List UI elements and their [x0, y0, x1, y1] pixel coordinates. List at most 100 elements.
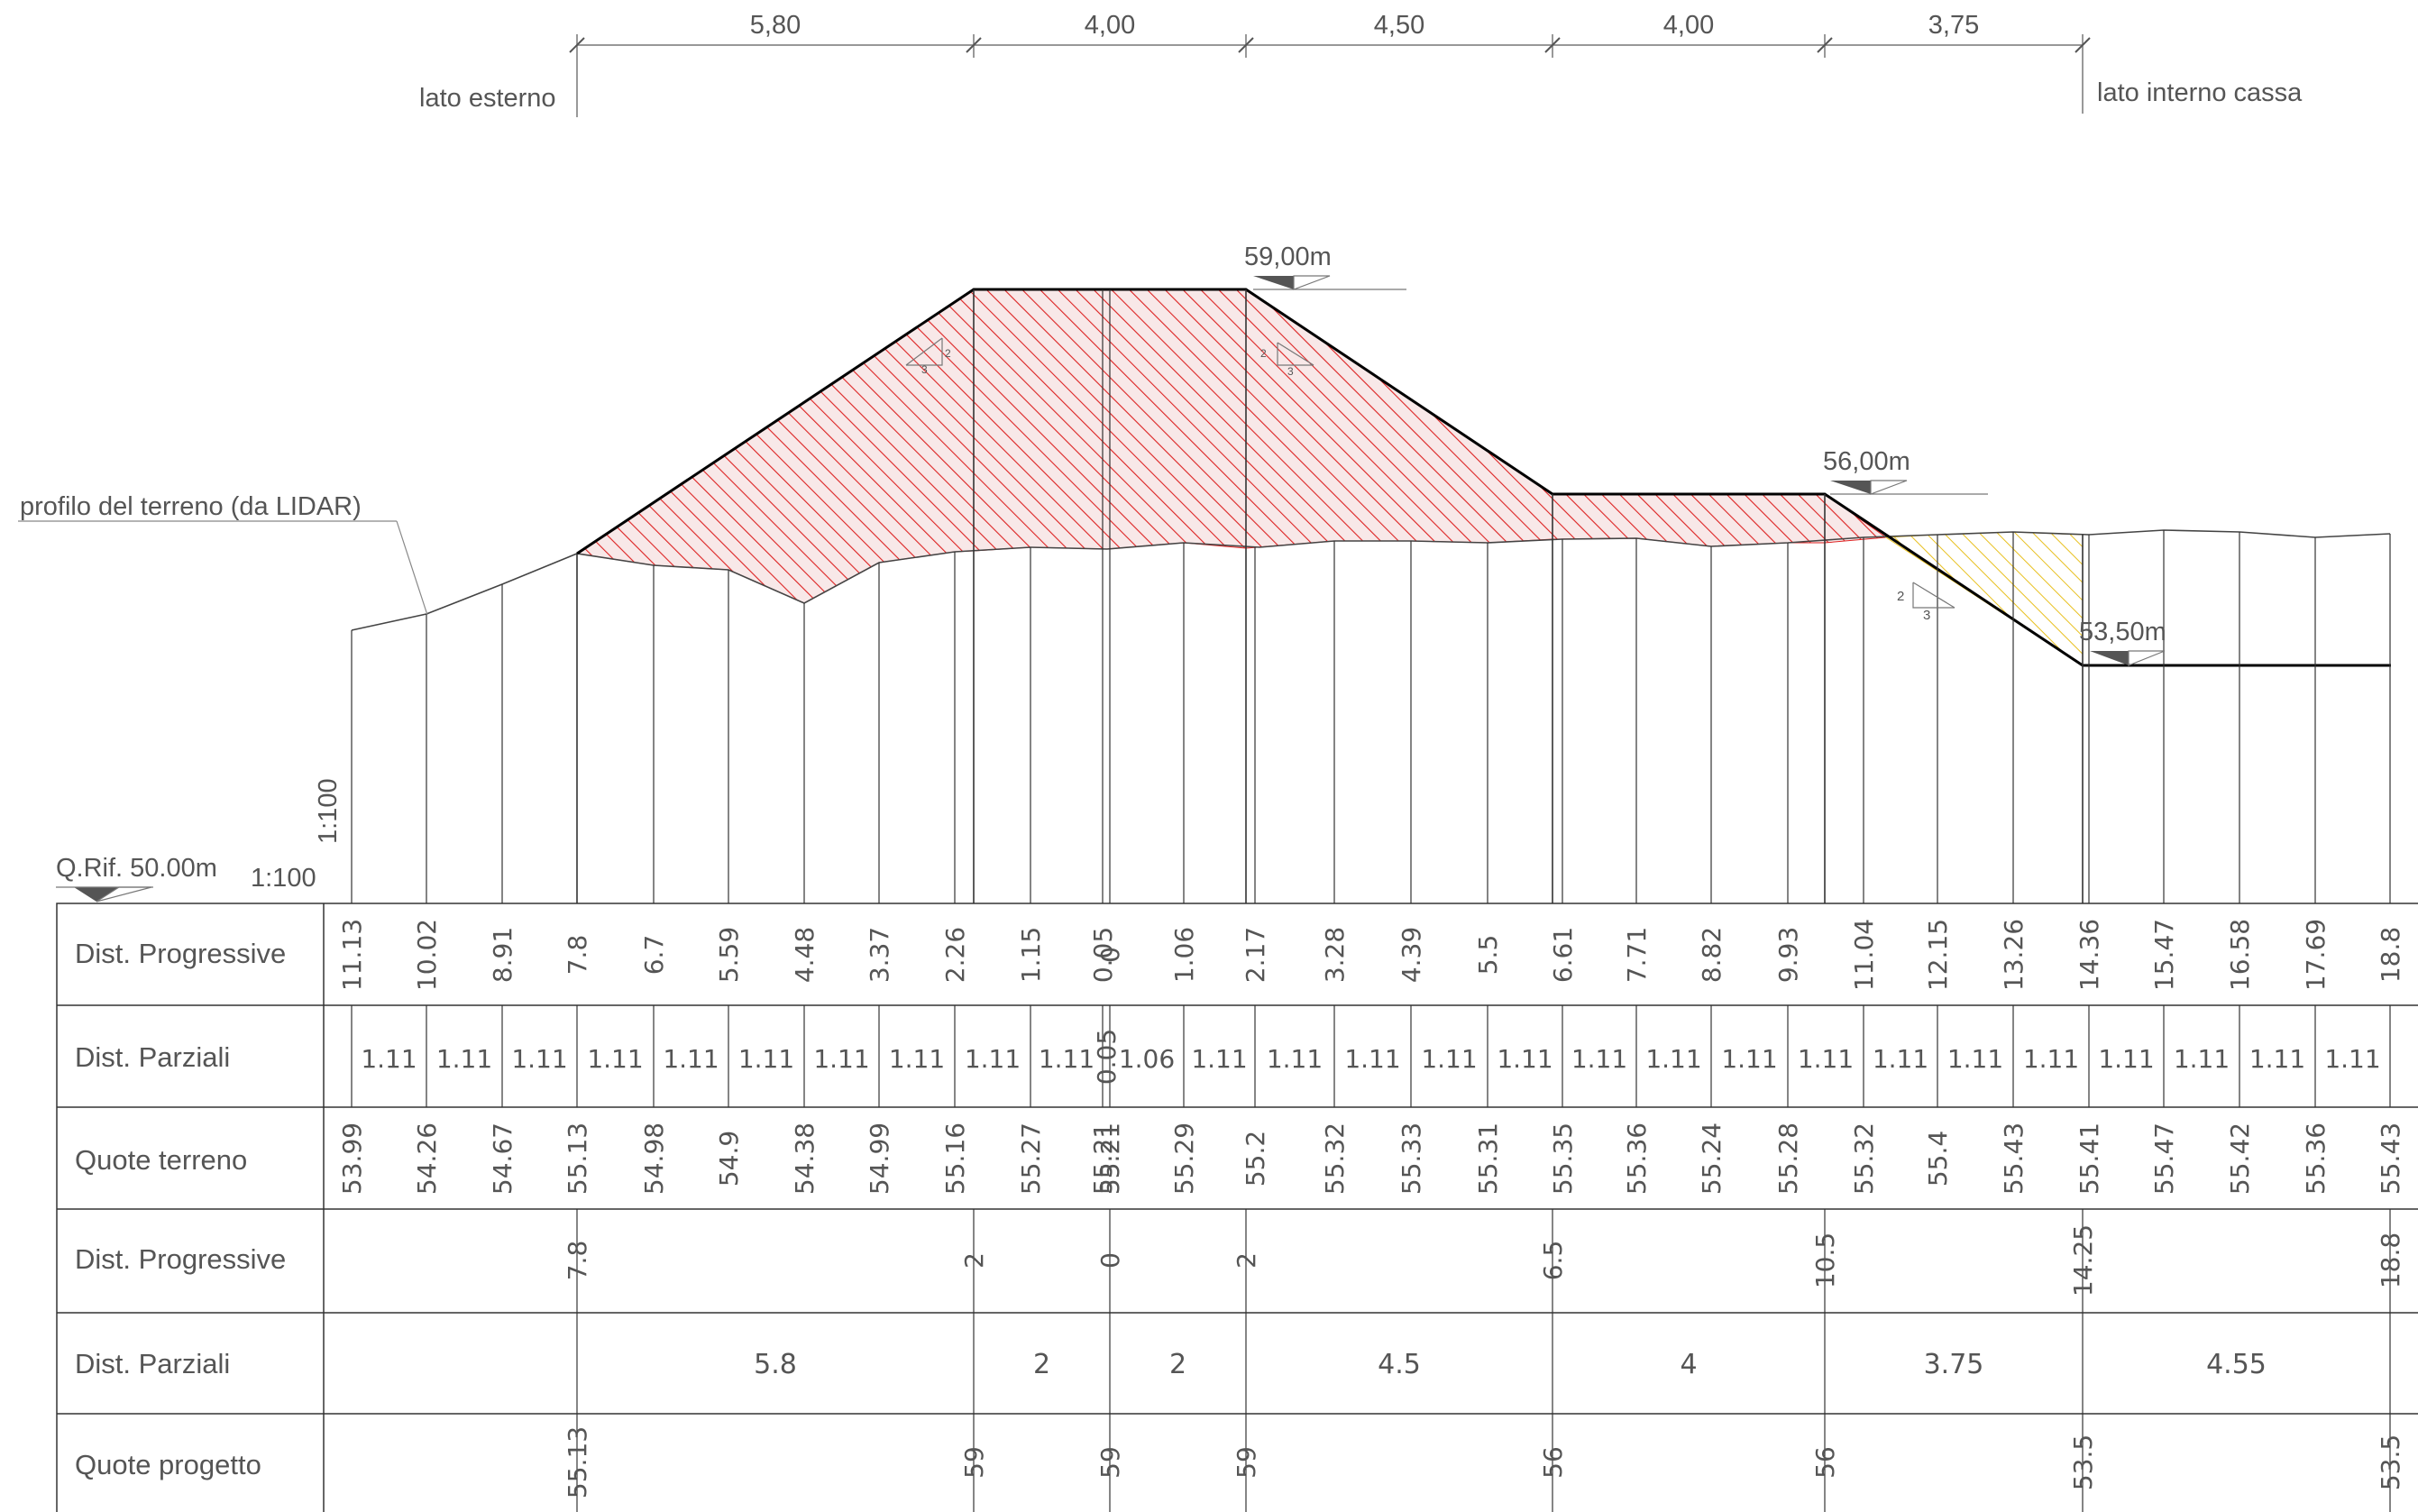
- terrain-level-value: 55.32: [1320, 1123, 1350, 1195]
- terrain-level-value: 55.42: [2225, 1123, 2255, 1195]
- terrain-partial-value: 1.11: [738, 1044, 794, 1074]
- crest-level-label: 59,00m: [1244, 243, 1332, 271]
- terrain-partial-value: 1.11: [2098, 1044, 2154, 1074]
- project-progressive-value: 10.5: [1810, 1233, 1840, 1288]
- terrain-partial-value: 1.11: [361, 1044, 417, 1074]
- slope-label: 3: [1923, 608, 1930, 623]
- terrain-partial-value: 1.11: [1421, 1044, 1477, 1074]
- terrain-progressive-value: 5.59: [714, 927, 744, 983]
- project-level-value: 56: [1810, 1446, 1840, 1479]
- terrain-partial-value: 1.11: [2174, 1044, 2230, 1074]
- terrain-partial-value: 1.11: [1873, 1044, 1928, 1074]
- terrain-progressive-value: 15.47: [2149, 919, 2179, 991]
- project-progressive-value: 14.25: [2068, 1224, 2098, 1297]
- terrain-partial-value: 1.11: [436, 1044, 492, 1074]
- terrain-partial-value: 1.11: [1798, 1044, 1854, 1074]
- terrain-level-value: 54.99: [865, 1123, 894, 1195]
- terrain-level-value: 54.67: [488, 1123, 517, 1195]
- terrain-progressive-value: 0.05: [1088, 927, 1118, 983]
- terrain-progressive-value: 11.13: [337, 919, 367, 991]
- dimension-label: 3,75: [1928, 11, 1979, 40]
- slope-indicator: [905, 337, 1955, 609]
- dimension-label: 4,00: [1085, 11, 1135, 40]
- terrain-partial-value: 1.11: [1645, 1044, 1701, 1074]
- slope-label: 2: [1897, 589, 1904, 604]
- terrain-progressive-value: 1.06: [1169, 927, 1199, 983]
- terrain-level-value: 55.21: [1095, 1123, 1125, 1195]
- terrain-progressive-value: 11.04: [1849, 919, 1879, 991]
- project-partial-value: 2: [1169, 1349, 1186, 1380]
- terrain-level-value: 54.98: [639, 1123, 669, 1195]
- terrain-level-value: 55.36: [2301, 1123, 2331, 1195]
- terrain-level-value: 55.43: [2376, 1123, 2405, 1195]
- terrain-level-value: 55.2: [1241, 1131, 1270, 1187]
- embankment-fill-area: [575, 289, 1888, 604]
- terrain-partial-value: 1.11: [1039, 1044, 1095, 1074]
- terrain-level-value: 55.43: [1999, 1123, 2029, 1195]
- terrain-partial-value: 1.11: [1947, 1044, 2003, 1074]
- terrain-level-value: 54.26: [412, 1123, 442, 1195]
- project-distance-ticks: [576, 1209, 2391, 1512]
- project-level-value: 59: [1232, 1446, 1261, 1479]
- terrain-level-value: 55.16: [940, 1123, 970, 1195]
- dimension-label: 4,50: [1374, 11, 1424, 40]
- terrain-progressive-value: 2.17: [1241, 927, 1270, 983]
- slope-label: 2: [945, 347, 951, 360]
- project-level-value: 55.13: [563, 1426, 592, 1498]
- row-label-project-partial: Dist. Parziali: [75, 1348, 230, 1379]
- terrain-partial-value: 1.11: [1721, 1044, 1777, 1074]
- terrain-progressive-value: 3.28: [1320, 927, 1350, 983]
- project-partial-value: 2: [1033, 1349, 1050, 1380]
- terrain-progressive-value: 18.8: [2376, 927, 2405, 983]
- terrain-level-value: 55.35: [1548, 1123, 1578, 1195]
- terrain-level-value: 55.47: [2149, 1123, 2179, 1195]
- terrain-level-value: 55.32: [1849, 1123, 1879, 1195]
- terrain-level-value: 55.24: [1697, 1123, 1726, 1195]
- terrain-progressive-value: 7.8: [563, 935, 592, 976]
- terrain-progressive-value: 8.82: [1697, 927, 1726, 983]
- terrain-partial-value: 1.11: [2023, 1044, 2079, 1074]
- project-progressive-value: 2: [959, 1252, 989, 1269]
- terrain-progressive-value: 10.02: [412, 919, 442, 991]
- terrain-progressive-value: 4.39: [1397, 927, 1426, 983]
- terrain-level-value: 55.31: [1473, 1123, 1503, 1195]
- terrain-level-value: 55.21: [1088, 1123, 1118, 1195]
- project-level-value: 56: [1538, 1446, 1568, 1479]
- terrain-level-value: 55.4: [1923, 1131, 1953, 1187]
- terrain-level-value: 55.13: [563, 1123, 592, 1195]
- terrain-partial-value: 1.11: [511, 1044, 567, 1074]
- partial-distance-ticks: [351, 1005, 2391, 1107]
- project-partial-value: 4.55: [2206, 1349, 2267, 1380]
- terrain-partial-value: 0.05: [1092, 1029, 1122, 1085]
- terrain-level-value: 54.38: [790, 1123, 820, 1195]
- crest-level-marker: 59,00m: [1244, 243, 1406, 290]
- horizontal-scale-label: 1:100: [251, 864, 316, 893]
- reference-level-label: Q.Rif. 50.00m: [56, 854, 217, 883]
- project-level-value: 53.5: [2376, 1434, 2405, 1490]
- base-level-marker: 53,50m: [2079, 618, 2166, 666]
- terrain-level-value: 55.33: [1397, 1123, 1426, 1195]
- terrain-profile-callout: profilo del terreno (da LIDAR): [18, 492, 428, 616]
- project-partial-value: 3.75: [1924, 1349, 1984, 1380]
- terrain-progressive-value: 17.69: [2301, 919, 2331, 991]
- row-label-terrain-levels: Quote terreno: [75, 1144, 247, 1176]
- row-label-terrain-progressive: Dist. Progressive: [75, 938, 286, 969]
- terrain-partial-value: 1.11: [1344, 1044, 1400, 1074]
- project-partial-value: 4: [1680, 1349, 1697, 1380]
- project-progressive-value: 6.5: [1538, 1241, 1568, 1281]
- slope-label: 2: [1260, 347, 1267, 360]
- terrain-progressive-value: 3.37: [865, 927, 894, 983]
- terrain-partial-value: 1.11: [1497, 1044, 1552, 1074]
- dimension-line: 5,80 4,00 4,50 4,00 3,75 lato esterno la…: [419, 11, 2303, 117]
- terrain-progressive-value: 6.7: [639, 935, 669, 976]
- terrain-level-value: 53.99: [337, 1123, 367, 1195]
- terrain-partial-value: 1.11: [813, 1044, 869, 1074]
- terrain-partial-value: 1.11: [889, 1044, 945, 1074]
- terrain-progressive-value: 0: [1095, 947, 1125, 963]
- project-level-value: 59: [1095, 1446, 1125, 1479]
- terrain-progressive-value: 5.5: [1473, 935, 1503, 976]
- terrain-progressive-value: 6.61: [1548, 927, 1578, 983]
- terrain-level-value: 55.36: [1622, 1123, 1652, 1195]
- terrain-level-value: 55.27: [1016, 1123, 1046, 1195]
- terrain-profile-label: profilo del terreno (da LIDAR): [20, 492, 362, 521]
